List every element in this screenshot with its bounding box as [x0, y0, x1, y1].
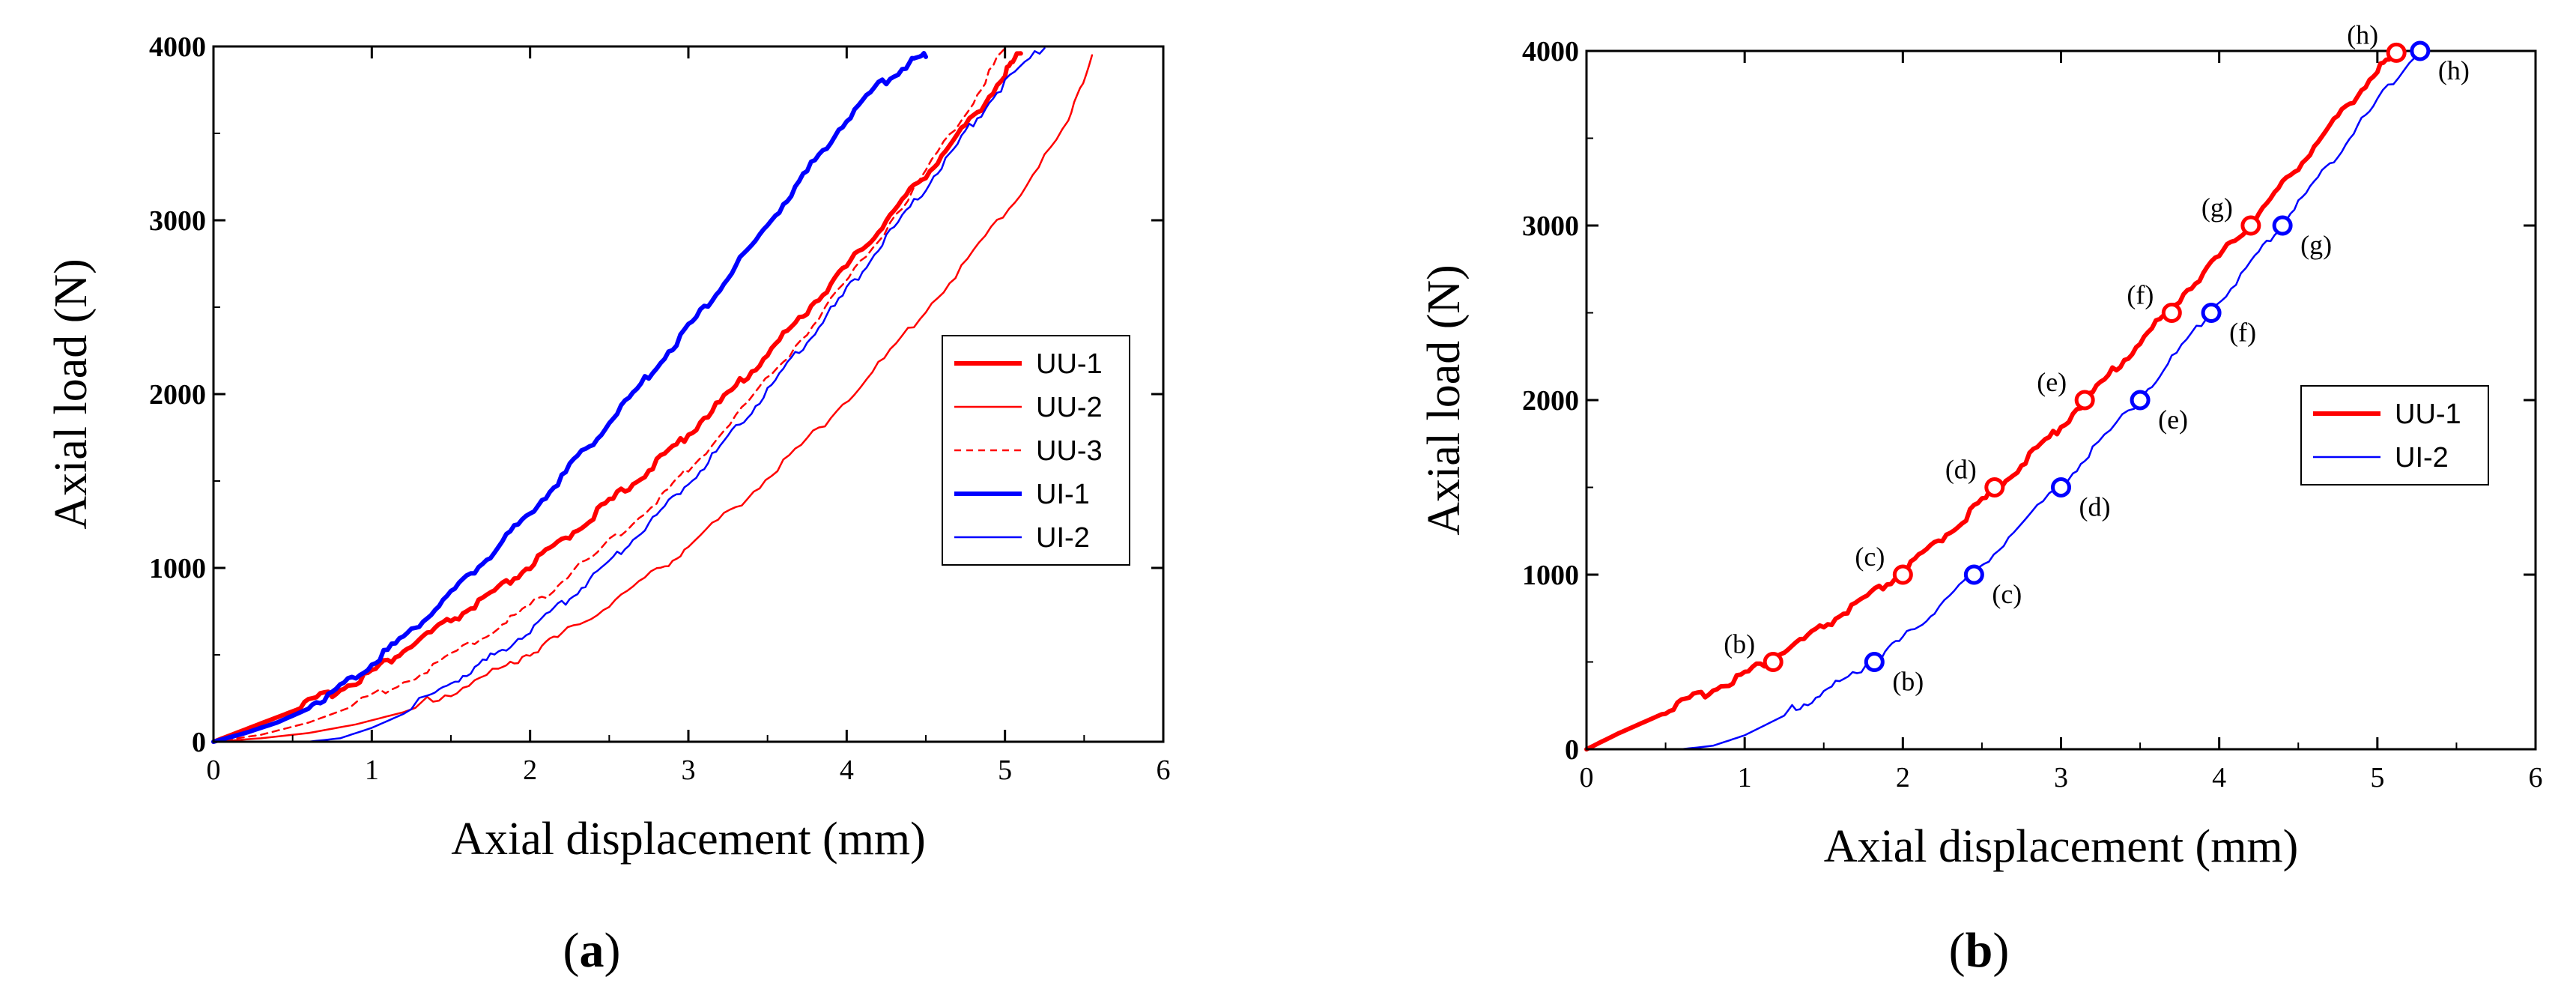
legend-label: UU-3 [1036, 435, 1103, 467]
series-line-uu-3 [212, 47, 1006, 743]
chart-panel-b: 0 1 2 3 4 5 6 0 1000 2000 3000 4000 Axial displaceme… [1419, 19, 2543, 978]
marker-label: (b) [1892, 667, 1924, 697]
point-markers: (b) (c) (d) (e) (f) (g) (h) (b) (c) (d) (e) (f) (g) (… [1724, 19, 2470, 696]
marker-circle [1963, 564, 1984, 585]
marker-label: (e) [2037, 367, 2067, 397]
legend-label: UI-1 [1036, 479, 1090, 510]
panel-label: (a) [563, 923, 621, 978]
marker-circle [2051, 477, 2071, 497]
y-tick-label: 4000 [149, 31, 206, 63]
marker-circle [2130, 390, 2151, 411]
x-tick-label: 5 [998, 754, 1012, 786]
marker-label: (d) [1945, 455, 1977, 485]
marker-circle [2240, 215, 2261, 236]
legend: UU-1 UU-2 UU-3 UI-1 UI-2 [942, 335, 1130, 566]
legend-label: UU-1 [2395, 399, 2461, 430]
marker-label: (b) [1724, 629, 1755, 659]
x-tick-label: 4 [2212, 762, 2226, 793]
marker-label: (c) [1992, 579, 2022, 609]
x-tick-label: 3 [682, 754, 696, 786]
y-tick-label: 3000 [1522, 211, 1579, 242]
x-tick-label: 1 [365, 754, 379, 786]
marker-circle [2410, 40, 2431, 61]
x-axis-label: Axial displacement (mm) [451, 814, 926, 865]
y-tick-label: 3000 [149, 205, 206, 237]
marker-label: (h) [2438, 55, 2470, 85]
series-line-ui-1 [211, 51, 928, 744]
marker-circle [2386, 42, 2407, 63]
marker-label: (h) [2347, 19, 2378, 49]
x-tick-label: 0 [1580, 762, 1594, 793]
series-line-uu-1 [1584, 49, 2404, 751]
legend-label: UU-2 [1036, 392, 1103, 423]
x-tick-label: 3 [2054, 762, 2068, 793]
x-tick-label: 6 [1157, 754, 1171, 786]
x-tick-label: 2 [523, 754, 537, 786]
x-tick-label: 6 [2529, 762, 2543, 793]
series-line-uu-1 [211, 51, 1023, 744]
series-line-uu-2 [212, 54, 1094, 743]
marker-label: (c) [1855, 542, 1885, 572]
marker-circle [1984, 477, 2005, 497]
y-tick-label: 1000 [149, 553, 206, 584]
legend-label: UI-2 [2395, 442, 2449, 474]
series-lines [211, 47, 1094, 744]
chart-panel-a: 0 1 2 3 4 5 6 0 1000 2000 3000 4000 Axial displaceme… [46, 31, 1171, 978]
marker-circle [2272, 215, 2293, 236]
marker-circle [2074, 390, 2095, 411]
panel-label: (b) [1949, 923, 2010, 978]
y-tick-label: 4000 [1522, 36, 1579, 67]
x-tick-label: 0 [207, 754, 221, 786]
x-tick-label: 5 [2370, 762, 2384, 793]
legend: UU-1 UI-2 [2300, 385, 2489, 486]
y-axis-label: Axial load (N) [1419, 264, 1470, 536]
legend-box [2300, 385, 2489, 486]
marker-circle [1892, 564, 1913, 585]
legend-box [942, 335, 1130, 566]
marker-circle [2161, 303, 2182, 323]
y-tick-label: 2000 [1522, 385, 1579, 417]
y-tick-label: 1000 [1522, 560, 1579, 591]
legend-label: UU-1 [1036, 348, 1103, 380]
marker-label: (g) [2300, 230, 2332, 260]
series-lines [1584, 49, 2422, 751]
legend-label: UI-2 [1036, 522, 1090, 554]
series-line-ui-2 [1585, 49, 2422, 751]
marker-label: (g) [2201, 193, 2233, 223]
x-tick-label: 1 [1738, 762, 1752, 793]
marker-label: (e) [2158, 405, 2188, 435]
y-axis-label: Axial load (N) [46, 258, 97, 530]
x-axis-label: Axial displacement (mm) [1824, 821, 2299, 872]
marker-circle [1864, 652, 1885, 672]
marker-label: (d) [2079, 492, 2111, 522]
y-tick-label: 0 [192, 727, 206, 758]
marker-circle [1763, 652, 1783, 672]
marker-label: (f) [2127, 280, 2154, 310]
marker-circle [2201, 303, 2222, 323]
y-tick-label: 2000 [149, 379, 206, 411]
series-line-ui-2 [212, 47, 1046, 743]
marker-label: (f) [2229, 318, 2256, 348]
x-tick-label: 2 [1896, 762, 1910, 793]
y-tick-label: 0 [1565, 734, 1579, 766]
x-tick-label: 4 [840, 754, 854, 786]
